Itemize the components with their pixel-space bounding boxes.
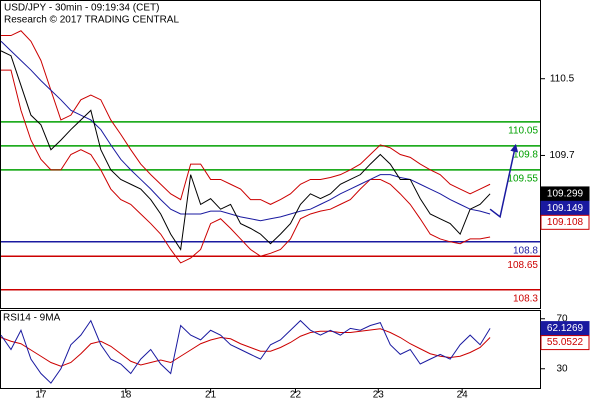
x-tick-label: 21 (205, 390, 217, 400)
x-tick-label: 17 (35, 390, 47, 400)
last-value-label: 62.1269 (547, 323, 584, 334)
level-label: 108.3 (513, 293, 538, 304)
series-line (1, 30, 491, 205)
series-line (0, 319, 491, 384)
x-tick-label: 22 (290, 390, 302, 400)
last-value-label: 109.149 (547, 203, 584, 214)
last-value-tag (540, 335, 590, 351)
level-label: 110.05 (508, 126, 538, 137)
y-tick-label: 30 (556, 363, 568, 374)
level-label: 109.55 (507, 173, 538, 184)
series-line (1, 69, 491, 264)
last-value-label: 55.0522 (547, 337, 584, 348)
x-tick-label: 18 (120, 390, 132, 400)
forecast-arrow (489, 143, 519, 219)
chart-title: USD/JPY - 30min - 09:19:34 (CET) (4, 3, 159, 14)
level-label: 108.65 (507, 260, 538, 271)
x-tick-label: 23 (373, 390, 385, 400)
last-value-label: 109.299 (547, 189, 584, 200)
level-label: 109.8 (513, 150, 538, 161)
x-tick-label: 24 (457, 390, 469, 400)
last-value-label: 109.108 (547, 217, 584, 228)
last-value-tag (540, 214, 590, 230)
y-tick-label: 110.5 (550, 73, 575, 84)
series-line (0, 328, 491, 367)
y-tick-label: 109.7 (549, 150, 574, 161)
rsi-title: RSI14 - 9MA (3, 313, 61, 324)
series-line (0, 50, 491, 251)
chart-subtitle: Research © 2017 TRADING CENTRAL (4, 15, 179, 26)
level-label: 108.8 (513, 245, 538, 256)
price-panel (0, 0, 541, 309)
rsi-panel (0, 310, 541, 389)
y-tick-label: 70 (556, 313, 568, 324)
